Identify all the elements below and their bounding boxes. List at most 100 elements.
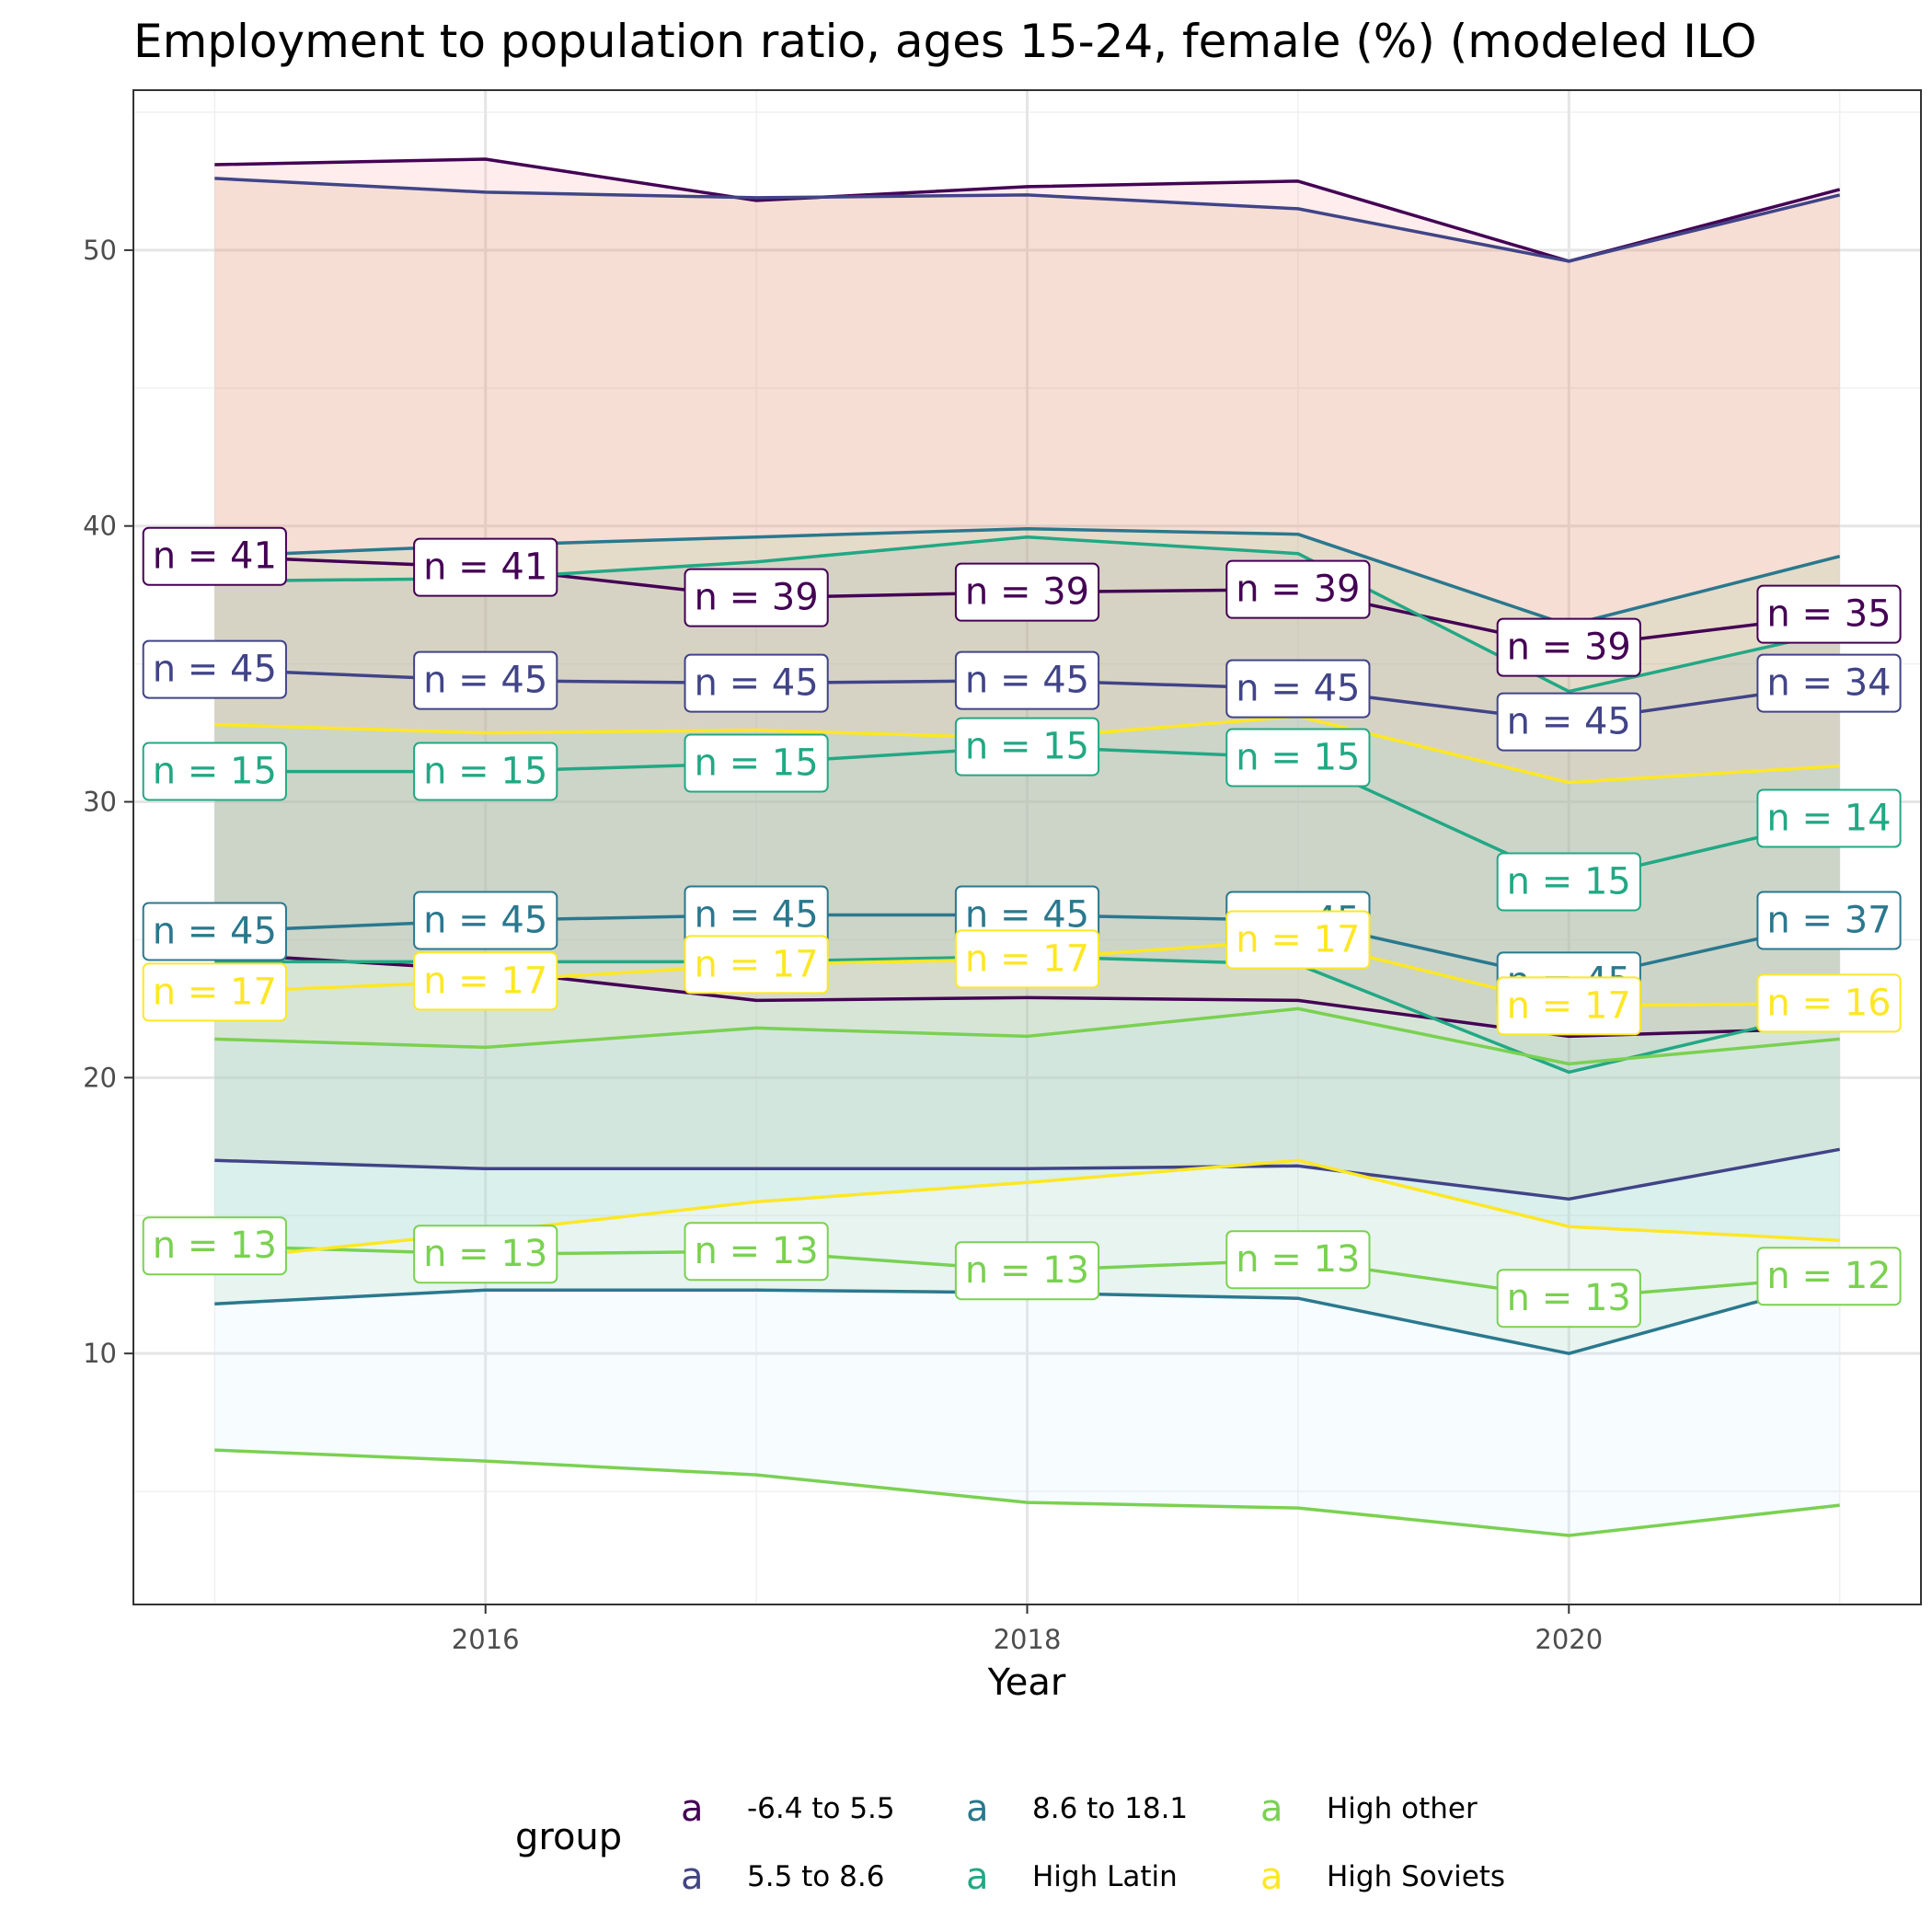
count-label-box (413, 1225, 558, 1284)
count-label-text: n = 39 (965, 571, 1089, 614)
count-label-box (142, 902, 287, 961)
count-label: n = 41 (413, 537, 558, 597)
count-label: n = 17 (142, 962, 287, 1022)
legend-key: a (681, 1856, 704, 1898)
count-label: n = 12 (1756, 1247, 1902, 1306)
count-label: n = 15 (1225, 728, 1371, 788)
count-label-text: n = 37 (1766, 899, 1891, 941)
count-label: n = 41 (142, 526, 287, 586)
count-label-box (413, 650, 558, 710)
count-label-box (684, 1222, 829, 1282)
x-axis-title: Year (987, 1662, 1066, 1704)
count-label-box (142, 962, 287, 1022)
count-label-text: n = 45 (153, 910, 277, 952)
count-label: n = 17 (413, 951, 558, 1011)
count-label: n = 45 (684, 653, 829, 713)
count-label-box (684, 653, 829, 713)
count-label-text: n = 34 (1766, 662, 1891, 705)
x-tick-label: 2020 (1535, 1624, 1603, 1655)
y-tick-label: 50 (83, 235, 117, 266)
count-label-box (684, 568, 829, 627)
count-label-text: n = 13 (1507, 1277, 1631, 1319)
count-label-text: n = 45 (695, 893, 819, 936)
count-label: n = 14 (1756, 788, 1902, 848)
count-label: n = 39 (684, 568, 829, 627)
count-label-box (1496, 692, 1641, 752)
chart-title: Employment to population ratio, ages 15-… (133, 15, 1756, 68)
count-label-box (1225, 1230, 1371, 1290)
count-label-box (1225, 659, 1371, 719)
count-label-box (1225, 910, 1371, 970)
count-label-text: n = 12 (1766, 1255, 1891, 1297)
count-label-box (142, 742, 287, 801)
legend-label: 5.5 to 8.6 (747, 1860, 884, 1893)
count-label-box (1225, 728, 1371, 788)
count-label-box (1496, 617, 1641, 677)
count-label-text: n = 15 (153, 751, 277, 793)
legend-label: High other (1327, 1792, 1478, 1825)
count-label-text: n = 13 (423, 1233, 547, 1275)
ribbon-bands (214, 159, 1840, 1535)
count-label: n = 45 (954, 885, 1100, 945)
count-label-box (1496, 1269, 1641, 1328)
count-label: n = 13 (1496, 1269, 1641, 1328)
count-label-text: n = 17 (153, 971, 277, 1013)
count-label-box (954, 717, 1100, 776)
legend-label: High Soviets (1327, 1860, 1505, 1893)
count-label-text: n = 45 (153, 649, 277, 691)
count-label: n = 13 (1225, 1230, 1371, 1290)
count-label-text: n = 17 (965, 937, 1089, 980)
y-tick-label: 30 (83, 787, 117, 818)
count-label: n = 45 (1225, 659, 1371, 719)
count-label-text: n = 15 (695, 742, 819, 785)
count-label-text: n = 39 (1507, 627, 1631, 669)
legend-label: 8.6 to 18.1 (1032, 1792, 1188, 1825)
count-label: n = 15 (142, 742, 287, 801)
grid-lines (133, 90, 1921, 1604)
count-label-box (413, 951, 558, 1011)
count-label-box (954, 650, 1100, 710)
count-label-box (1756, 891, 1902, 950)
count-label-box (413, 537, 558, 597)
count-label: n = 39 (1496, 617, 1641, 677)
count-label: n = 35 (1756, 584, 1902, 644)
count-label-box (954, 562, 1100, 622)
legend-key: a (1260, 1788, 1283, 1830)
count-label: n = 45 (413, 650, 558, 710)
legend-label: -6.4 to 5.5 (747, 1792, 895, 1825)
count-label-text: n = 15 (1236, 737, 1360, 779)
legend-key: a (1260, 1856, 1283, 1898)
count-label-box (954, 1241, 1100, 1301)
x-tick-label: 2016 (452, 1624, 520, 1655)
count-label-text: n = 41 (423, 546, 547, 589)
count-label-text: n = 13 (695, 1230, 819, 1272)
count-label: n = 17 (1225, 910, 1371, 970)
count-label-text: n = 13 (153, 1225, 277, 1267)
count-label-text: n = 45 (1507, 701, 1631, 743)
count-label: n = 45 (142, 639, 287, 699)
count-label-text: n = 39 (695, 577, 819, 619)
count-label: n = 17 (1496, 976, 1641, 1036)
series-line-lower (214, 1147, 1841, 1202)
count-label-box (1756, 584, 1902, 644)
count-label: n = 13 (413, 1225, 558, 1284)
count-label: n = 45 (413, 891, 558, 950)
count-label-box (1496, 976, 1641, 1036)
count-label: n = 13 (954, 1241, 1100, 1301)
count-label-text: n = 16 (1766, 982, 1891, 1024)
count-label-box (1225, 559, 1371, 619)
count-label-box (1756, 788, 1902, 848)
count-label-text: n = 17 (423, 960, 547, 1002)
count-label: n = 15 (1496, 852, 1641, 912)
axes: 10 20 30 40 50 2016 2018 2020 (83, 235, 1603, 1655)
count-label-text: n = 17 (695, 943, 819, 985)
series-line-lower (214, 1448, 1840, 1537)
series-line-upper (214, 177, 1841, 263)
count-label-text: n = 45 (1236, 668, 1360, 710)
count-label-box (684, 733, 829, 793)
y-tick-label: 10 (83, 1338, 117, 1369)
y-tick-label: 40 (83, 511, 117, 542)
count-labels: n = 41 n = 41 n = 39 n = 39 n = 39 n = 39 n = … (142, 526, 1902, 1328)
count-label: n = 17 (684, 935, 829, 995)
count-label-box (142, 1216, 287, 1276)
